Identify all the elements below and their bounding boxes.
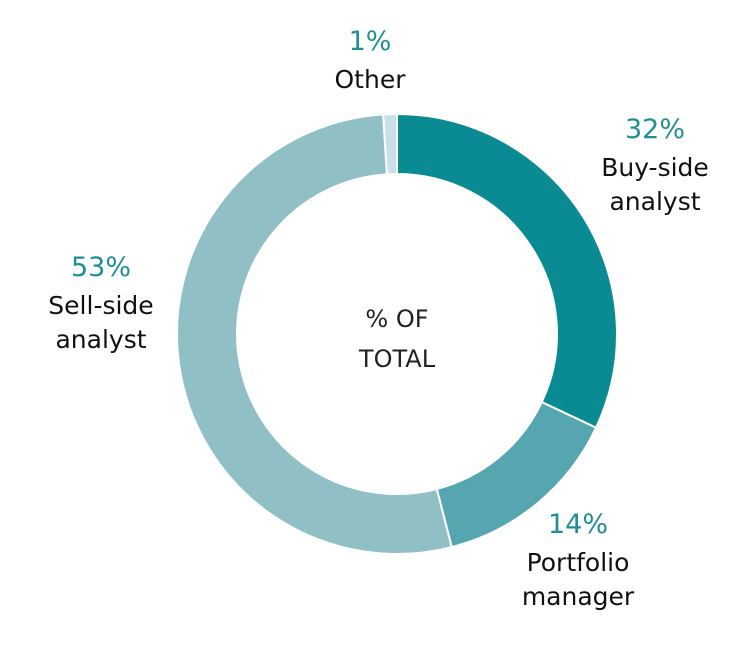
slice-name-label-0-0: Buy-side xyxy=(601,153,709,182)
slice-name-label-2-1: analyst xyxy=(55,325,146,354)
slice-name-label-3-0: Other xyxy=(335,65,407,94)
slice-labels: 32% Buy-side analyst 14% Portfolio manager 53%… xyxy=(48,26,708,611)
slice-value-label-2: 53% xyxy=(71,252,131,283)
donut-slice-0 xyxy=(396,112,618,430)
slice-name-label-0-1: analyst xyxy=(609,187,700,216)
donut-slice-2 xyxy=(176,113,453,555)
slice-name-label-2-0: Sell-side xyxy=(48,291,153,320)
slice-value-label-1: 14% xyxy=(548,509,608,540)
center-label-line-2: TOTAL xyxy=(358,345,436,373)
center-label-line-1: % OF xyxy=(365,305,428,333)
slice-value-label-3: 1% xyxy=(349,26,392,57)
donut-slice-3 xyxy=(382,112,398,176)
slice-value-label-0: 32% xyxy=(625,114,685,145)
donut-slices xyxy=(176,112,618,555)
slice-name-label-1-1: manager xyxy=(522,582,635,611)
slice-name-label-1-0: Portfolio xyxy=(527,548,630,577)
